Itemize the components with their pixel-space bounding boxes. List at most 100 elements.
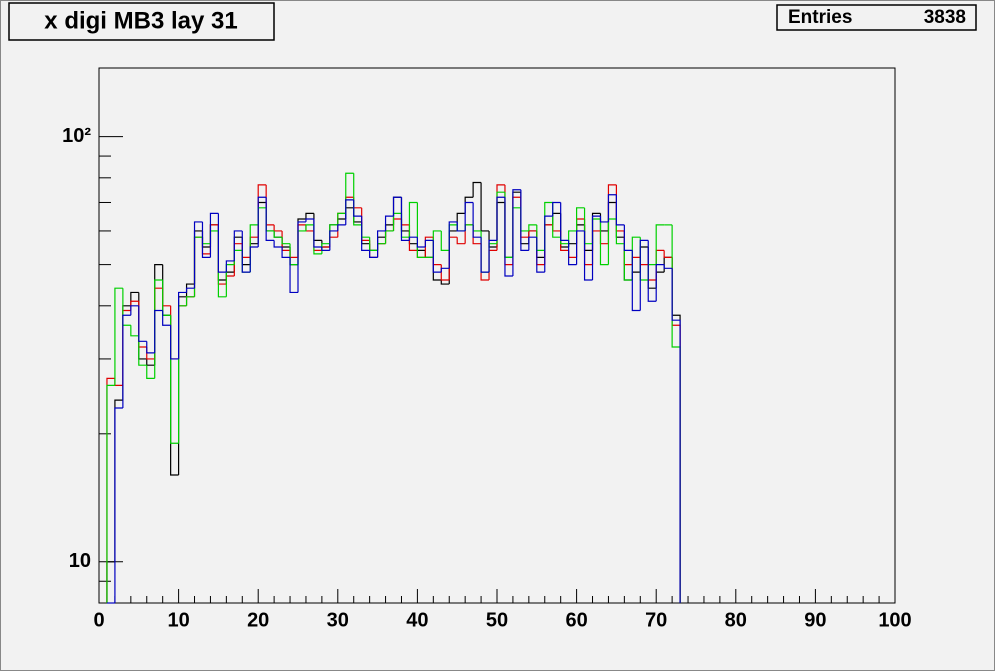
histogram-bin (241, 230, 251, 273)
histogram-bin (170, 325, 179, 360)
histogram-bin (329, 230, 338, 251)
histogram-bin (448, 221, 458, 269)
histogram-bin (281, 247, 291, 258)
histogram-bin (568, 230, 577, 244)
x-tick-label: 80 (725, 609, 747, 631)
histogram-bin (185, 287, 195, 293)
histogram-bin (217, 213, 227, 273)
histogram-bin (313, 219, 322, 248)
x-tick-label: 70 (645, 609, 667, 631)
histogram-bin (631, 250, 641, 312)
histogram-bin (122, 314, 131, 408)
histogram-bin (249, 246, 259, 273)
histogram-bin (146, 341, 155, 354)
histogram-bin (138, 305, 147, 342)
histogram-bin (225, 260, 235, 273)
histogram-bin (440, 280, 450, 285)
histogram-bin (504, 197, 513, 277)
x-tick-label: 90 (804, 609, 826, 631)
histogram-bin (655, 224, 665, 265)
histogram-bin (416, 202, 426, 258)
histogram-bin (456, 221, 466, 232)
histogram-bin (528, 236, 537, 251)
histogram-bin (576, 207, 585, 231)
histogram-bin (599, 219, 609, 266)
histogram-bin (209, 212, 219, 258)
histogram-bin (663, 264, 673, 269)
histogram-bin (114, 407, 123, 603)
histogram-bin (432, 240, 442, 273)
histogram-bin (185, 296, 195, 306)
histogram-bin (607, 194, 617, 222)
histogram-bin (480, 237, 490, 273)
histogram-bin (536, 237, 545, 273)
histogram-bin (560, 202, 569, 242)
stats-box (776, 4, 977, 31)
histogram-bin (599, 216, 609, 223)
title-box (8, 2, 275, 41)
histogram-bin (384, 215, 394, 231)
histogram-bin (576, 230, 585, 265)
histogram-bin (337, 224, 346, 231)
histogram-bin (353, 199, 362, 217)
histogram-bin (496, 196, 505, 241)
x-tick-label: 30 (327, 609, 349, 631)
histogram-bin (305, 218, 314, 222)
histogram-bin (154, 309, 163, 353)
histogram-bin (305, 212, 314, 220)
histogram-bin (615, 194, 625, 226)
x-tick-label: 10 (167, 609, 189, 631)
histogram-bin (488, 239, 497, 273)
histogram-bin (440, 267, 450, 273)
histogram-bin (146, 365, 155, 379)
histogram-bin (408, 201, 418, 238)
histogram-bin (273, 230, 283, 238)
histogram-bin (233, 230, 243, 261)
histogram-bin (472, 202, 482, 238)
stats-label: Entries (788, 7, 852, 28)
histogram-bin (377, 230, 386, 258)
histogram-bin (623, 243, 633, 281)
plot-frame (98, 67, 896, 604)
histogram-bin (345, 199, 354, 225)
histogram-bin (257, 196, 267, 248)
histogram-bin (615, 219, 625, 245)
histogram-bin (289, 257, 298, 294)
histogram-bin (337, 212, 346, 225)
x-tick-label: 100 (878, 609, 911, 631)
histogram-bin (472, 181, 482, 198)
histogram-bin (265, 197, 275, 242)
x-tick-label: 40 (406, 609, 428, 631)
histogram-bin (512, 189, 521, 277)
histogram-bin (305, 224, 314, 231)
histogram-bin (528, 224, 537, 231)
histogram-bin (162, 310, 171, 326)
histogram-bin (321, 247, 330, 251)
histogram-bin (416, 237, 426, 248)
x-tick-label: 50 (486, 609, 508, 631)
histogram-bin (281, 237, 291, 245)
x-tick-label: 0 (93, 609, 104, 631)
histogram-bin (440, 230, 450, 251)
chart-title: x digi MB3 lay 31 (44, 7, 237, 34)
histogram-bin (114, 287, 123, 386)
histogram-bin (671, 268, 681, 603)
histogram-bin (655, 264, 665, 302)
histogram-bin (520, 189, 529, 251)
histogram-bin (424, 236, 434, 258)
histogram-bin (552, 201, 561, 217)
histogram-bin (130, 305, 139, 316)
histogram-bin (193, 221, 203, 289)
histogram-bin (392, 196, 402, 217)
histogram-bin (138, 335, 147, 366)
histogram-bin (639, 239, 649, 311)
histogram-bin (647, 240, 657, 302)
histogram-bin (663, 250, 673, 258)
histogram-bin (273, 240, 283, 248)
histogram-bin (106, 384, 115, 603)
histogram-bin (408, 236, 418, 241)
y-tick-label: 10² (62, 125, 91, 147)
histogram-bin (424, 239, 434, 248)
histogram-bin (130, 325, 139, 337)
